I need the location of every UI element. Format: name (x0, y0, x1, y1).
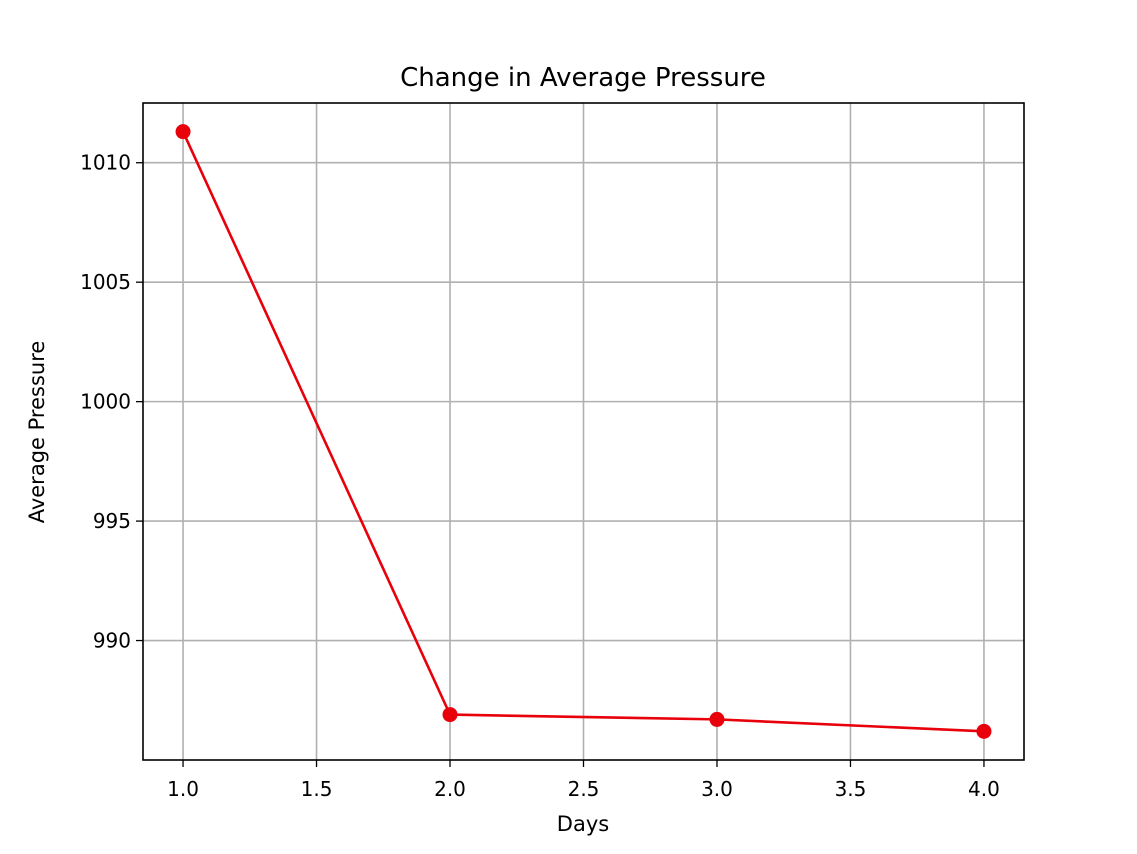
y-tick-label: 990 (93, 629, 131, 653)
axis-ticks: 1.0 1.5 2.0 2.5 3.0 3.5 4.0 990 995 1000 1005 1010 (80, 151, 1000, 801)
chart-title: Change in Average Pressure (400, 63, 766, 93)
x-tick-label: 2.5 (568, 777, 600, 801)
series-line (181, 131, 985, 733)
x-tick-label: 1.5 (301, 777, 333, 801)
x-tick-label: 3.5 (835, 777, 867, 801)
data-series (175, 124, 992, 739)
data-point (709, 711, 725, 727)
data-point (175, 124, 191, 140)
y-tick-label: 1010 (80, 151, 131, 175)
data-point (976, 723, 992, 739)
x-tick-label: 4.0 (968, 777, 1000, 801)
x-tick-label: 2.0 (434, 777, 466, 801)
grid-lines (143, 103, 1024, 760)
x-axis-label: Days (557, 812, 609, 836)
plot-frame (142, 102, 1025, 761)
y-axis-label: Average Pressure (25, 341, 49, 524)
x-tick-label: 1.0 (167, 777, 199, 801)
y-tick-label: 1000 (80, 390, 131, 414)
x-tick-label: 3.0 (701, 777, 733, 801)
y-tick-label: 995 (93, 509, 131, 533)
y-tick-label: 1005 (80, 270, 131, 294)
data-point (442, 707, 458, 723)
